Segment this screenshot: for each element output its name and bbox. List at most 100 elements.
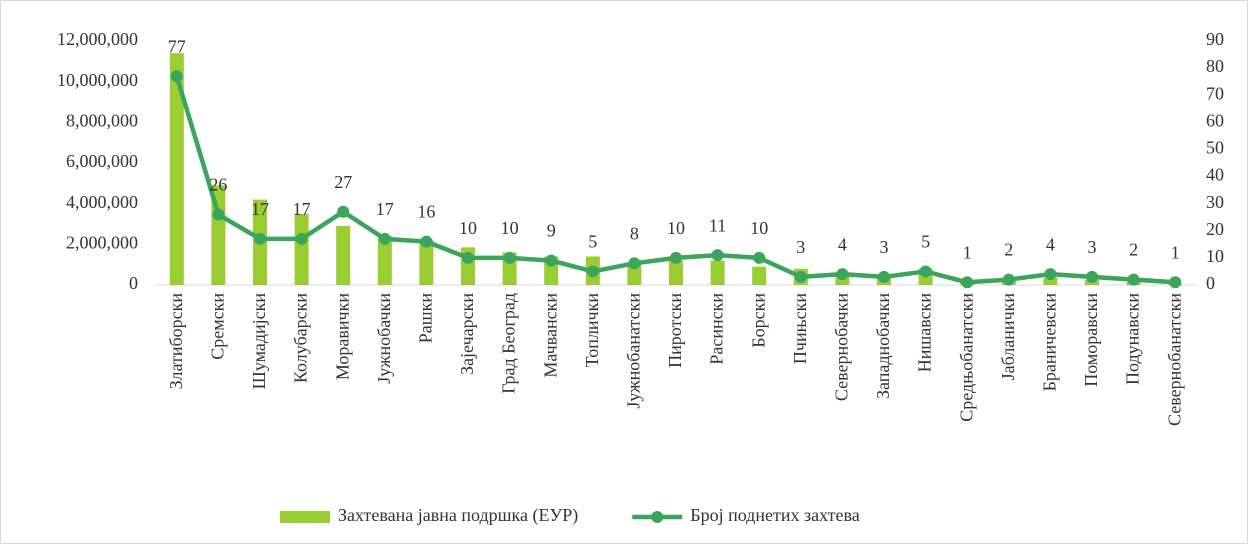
line-point [753,251,766,264]
data-label: 17 [251,199,269,219]
x-tick-label: Подунавски [1123,293,1143,385]
line-point [545,254,558,267]
x-tick-label: Расински [707,293,727,365]
y2-tick-label: 40 [1206,165,1224,185]
data-label: 26 [209,175,227,195]
x-tick-label: Средњобанатски [956,293,976,422]
x-tick-label: Пчињски [790,293,810,364]
legend-swatch [280,511,330,523]
bar [377,236,392,285]
line-point [961,276,974,289]
bar [419,240,434,285]
data-label: 27 [334,172,352,192]
line-point [836,268,849,281]
x-tick-label: Поморавски [1081,293,1101,387]
x-tick-label: Топлички [582,293,602,368]
data-label: 1 [1171,242,1180,262]
line-point [919,265,932,278]
data-label: 2 [1129,240,1138,260]
data-label: 3 [796,237,805,257]
line-point [337,205,350,218]
data-label: 16 [417,202,435,222]
data-label: 17 [293,199,311,219]
bar [752,266,767,285]
data-label: 3 [1088,237,1097,257]
data-label: 10 [667,218,685,238]
line-point [212,208,225,221]
x-tick-label: Колубарски [291,293,311,383]
data-label: 10 [501,218,519,238]
line-point [420,235,433,248]
line-point [170,70,183,83]
data-label: 5 [921,232,930,252]
data-label: 8 [630,223,639,243]
x-tick-label: Град Београд [499,293,519,394]
legend-marker [651,511,664,523]
x-tick-label: Јабланички [998,293,1018,381]
x-tick-label: Зајечарски [457,293,477,375]
y-tick-label: 10,000,000 [57,70,138,90]
x-tick-label: Нишавски [915,293,935,373]
line-point [462,251,474,264]
line-point [254,232,266,245]
x-tick-label: Борски [748,293,768,348]
data-label: 3 [880,237,889,257]
x-tick-label: Златиборски [166,293,186,390]
y-tick-label: 6,000,000 [66,151,138,171]
y2-tick-label: 0 [1206,273,1215,293]
bar [169,53,184,286]
line-point [1044,268,1057,281]
line-point [711,249,724,262]
line-point [628,257,641,270]
x-tick-label: Мачвански [540,293,560,378]
y2-tick-label: 50 [1206,138,1224,158]
y-tick-label: 4,000,000 [66,192,138,212]
bar [294,213,309,285]
y2-tick-label: 10 [1206,246,1224,266]
data-label: 10 [750,218,768,238]
line-point [670,251,682,264]
y2-tick-label: 90 [1206,29,1224,49]
x-tick-label: Моравички [332,293,352,380]
x-tick-label: Јужнобанатски [624,293,644,409]
data-label: 2 [1004,240,1013,260]
data-label: 4 [1046,234,1055,254]
x-tick-label: Севернобанатски [1164,293,1184,426]
y-tick-label: 8,000,000 [66,110,138,130]
line-point [878,270,890,283]
x-tick-label: Сремски [208,293,228,360]
bar [336,226,351,285]
legend-label: Број поднетих захтева [690,505,860,525]
bar [1043,277,1058,285]
line-point [1169,276,1182,289]
data-label: 1 [963,242,972,262]
data-label: 5 [588,232,597,252]
legend-label: Захтевана јавна подршка (ЕУР) [338,505,578,526]
x-tick-label: Браничевски [1040,293,1060,392]
line-point [378,232,391,245]
y2-tick-label: 30 [1206,192,1224,212]
y-tick-label: 12,000,000 [57,29,138,49]
data-label: 9 [547,221,556,241]
x-tick-label: Западнобачки [873,293,893,399]
line-point [1127,273,1140,286]
y2-tick-label: 60 [1206,110,1224,130]
y-tick-label: 0 [129,273,138,293]
line-point [1002,273,1015,286]
y2-tick-label: 80 [1206,56,1224,76]
line-point [794,270,807,283]
y-tick-label: 2,000,000 [66,232,138,252]
x-tick-label: Шумадијски [249,293,269,390]
y2-tick-label: 20 [1206,219,1224,239]
line-point [1086,270,1098,283]
bar [669,260,683,285]
line-point [295,232,308,245]
y2-tick-label: 70 [1206,83,1224,103]
line-point [503,251,516,264]
data-label: 10 [459,218,477,238]
line-point [586,265,599,278]
bar [710,260,725,285]
data-label: 4 [838,234,847,254]
